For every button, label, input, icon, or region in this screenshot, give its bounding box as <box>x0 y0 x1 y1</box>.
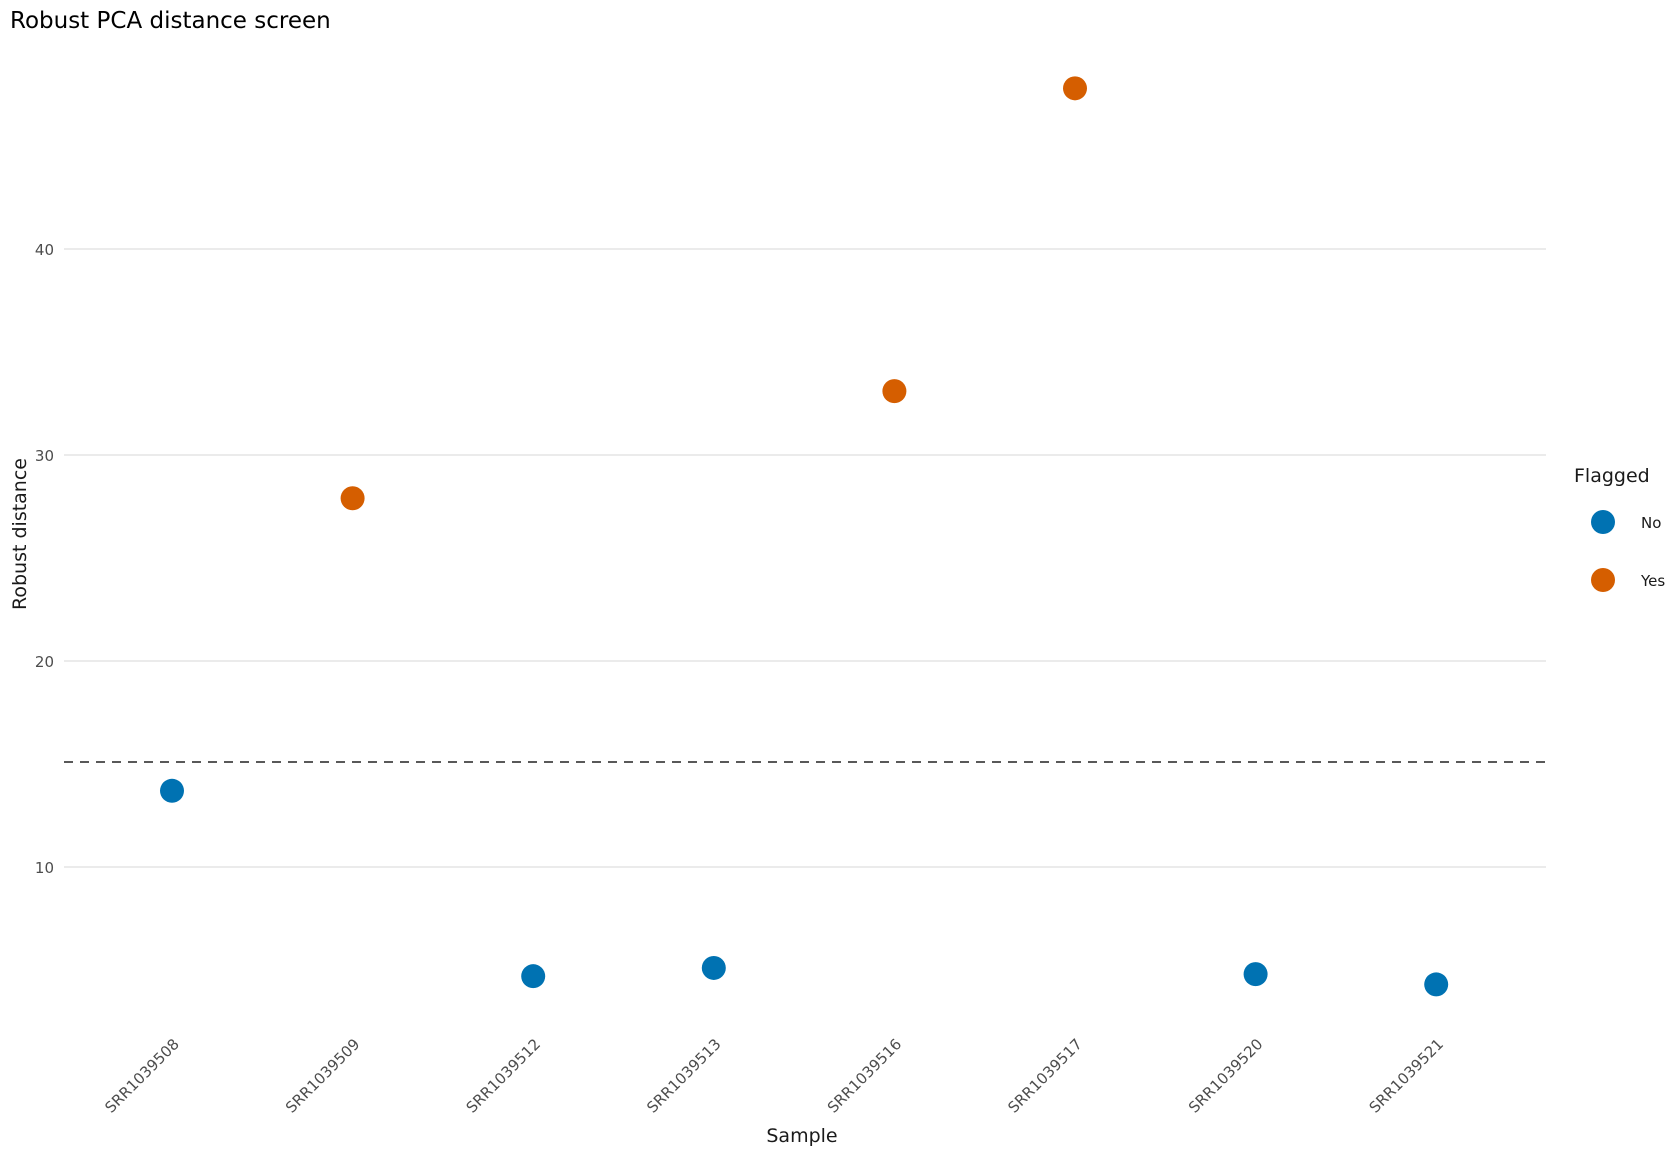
x-tick-label: SRR1039516 <box>824 1035 905 1116</box>
legend: Flagged No Yes <box>1574 465 1665 592</box>
y-tick-label: 10 <box>35 859 54 877</box>
legend-label-yes: Yes <box>1640 572 1665 590</box>
legend-title: Flagged <box>1574 465 1650 487</box>
y-axis-title: Robust distance <box>9 458 31 610</box>
data-point <box>1243 962 1268 987</box>
data-point <box>882 379 907 404</box>
grid-layer <box>64 248 1546 868</box>
x-tick-label: SRR1039517 <box>1004 1035 1085 1116</box>
y-tick-label: 30 <box>35 447 54 465</box>
data-points <box>160 76 1449 997</box>
x-tick-label: SRR1039512 <box>463 1035 544 1116</box>
data-point <box>701 955 726 980</box>
x-tick-label: SRR1039521 <box>1366 1035 1447 1116</box>
data-point <box>1424 972 1449 997</box>
legend-label-no: No <box>1641 514 1661 532</box>
x-tick-label: SRR1039513 <box>643 1035 724 1116</box>
legend-key-no <box>1591 510 1615 534</box>
x-tick-label: SRR1039509 <box>282 1035 363 1116</box>
x-tick-label: SRR1039508 <box>101 1035 182 1116</box>
y-tick-label: 40 <box>35 241 54 259</box>
chart-title: Robust PCA distance screen <box>10 8 331 34</box>
legend-items: No Yes <box>1591 510 1665 592</box>
x-axis-ticks: SRR1039508 SRR1039509 SRR1039512 SRR1039513… <box>101 1035 1447 1116</box>
legend-key-yes <box>1591 568 1615 592</box>
y-axis-ticks: 10 20 30 40 <box>35 241 54 877</box>
x-axis-title: Sample <box>766 1125 837 1147</box>
data-point <box>521 964 546 989</box>
x-tick-label: SRR1039520 <box>1185 1035 1266 1116</box>
data-point <box>340 486 365 511</box>
y-tick-label: 20 <box>35 653 54 671</box>
data-point <box>1063 76 1087 101</box>
data-point <box>160 778 184 803</box>
